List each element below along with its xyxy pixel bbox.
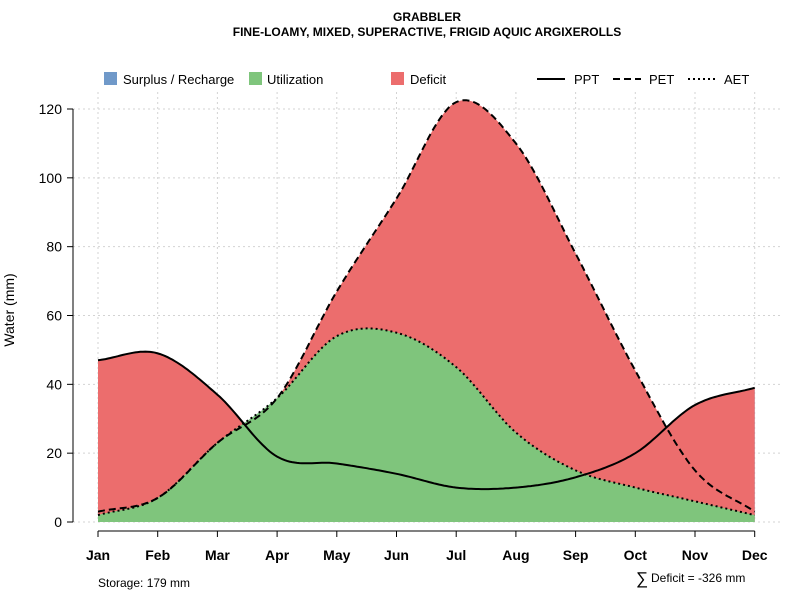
x-tick-label: Apr bbox=[265, 547, 290, 563]
series-line-ppt bbox=[97, 350, 755, 491]
y-tick-label: 120 bbox=[39, 101, 63, 117]
legend-label-pet: PET bbox=[649, 72, 674, 87]
storage-annotation: Storage: 179 mm bbox=[98, 576, 190, 590]
y-tick-label: 0 bbox=[54, 514, 62, 530]
x-tick-label: Jan bbox=[86, 547, 110, 563]
x-tick-label: Nov bbox=[682, 547, 709, 563]
x-tick-label: Jun bbox=[384, 547, 409, 563]
area-utilization bbox=[98, 328, 755, 522]
x-tick-label: Dec bbox=[742, 547, 768, 563]
y-axis-label: Water (mm) bbox=[1, 273, 17, 346]
series-line-aet bbox=[97, 327, 755, 517]
y-axis: 0 20 40 60 80 100 120 bbox=[39, 101, 74, 530]
legend-label-ppt: PPT bbox=[574, 72, 599, 87]
chart-subtitle: FINE-LOAMY, MIXED, SUPERACTIVE, FRIGID A… bbox=[233, 25, 621, 39]
x-tick-label: Aug bbox=[502, 547, 529, 563]
legend-swatch-surplus bbox=[104, 72, 117, 85]
y-tick-label: 80 bbox=[46, 239, 62, 255]
y-tick-label: 60 bbox=[46, 308, 62, 324]
series-lines bbox=[97, 99, 756, 517]
x-axis: Jan Feb Mar Apr May Jun Jul Aug Sep Oct Nov Dec bbox=[86, 530, 768, 563]
legend: Surplus / Recharge Utilization Deficit P… bbox=[104, 72, 749, 87]
sum-icon: ∑ bbox=[636, 569, 648, 588]
chart-title: GRABBLER bbox=[393, 10, 461, 24]
legend-label-utilization: Utilization bbox=[267, 72, 323, 87]
x-tick-label: Oct bbox=[624, 547, 648, 563]
deficit-annotation: Deficit = -326 mm bbox=[651, 571, 745, 585]
y-tick-label: 40 bbox=[46, 376, 62, 392]
legend-label-deficit: Deficit bbox=[410, 72, 447, 87]
x-tick-label: Jul bbox=[446, 547, 466, 563]
y-tick-label: 100 bbox=[39, 170, 63, 186]
legend-swatch-deficit bbox=[391, 72, 404, 85]
x-tick-label: Feb bbox=[145, 547, 170, 563]
legend-label-surplus: Surplus / Recharge bbox=[123, 72, 234, 87]
x-tick-label: Sep bbox=[563, 547, 589, 563]
x-tick-label: Mar bbox=[205, 547, 230, 563]
x-tick-label: May bbox=[323, 547, 350, 563]
legend-swatch-utilization bbox=[249, 72, 262, 85]
area-fills bbox=[98, 100, 755, 522]
y-tick-label: 20 bbox=[46, 445, 62, 461]
legend-label-aet: AET bbox=[724, 72, 749, 87]
